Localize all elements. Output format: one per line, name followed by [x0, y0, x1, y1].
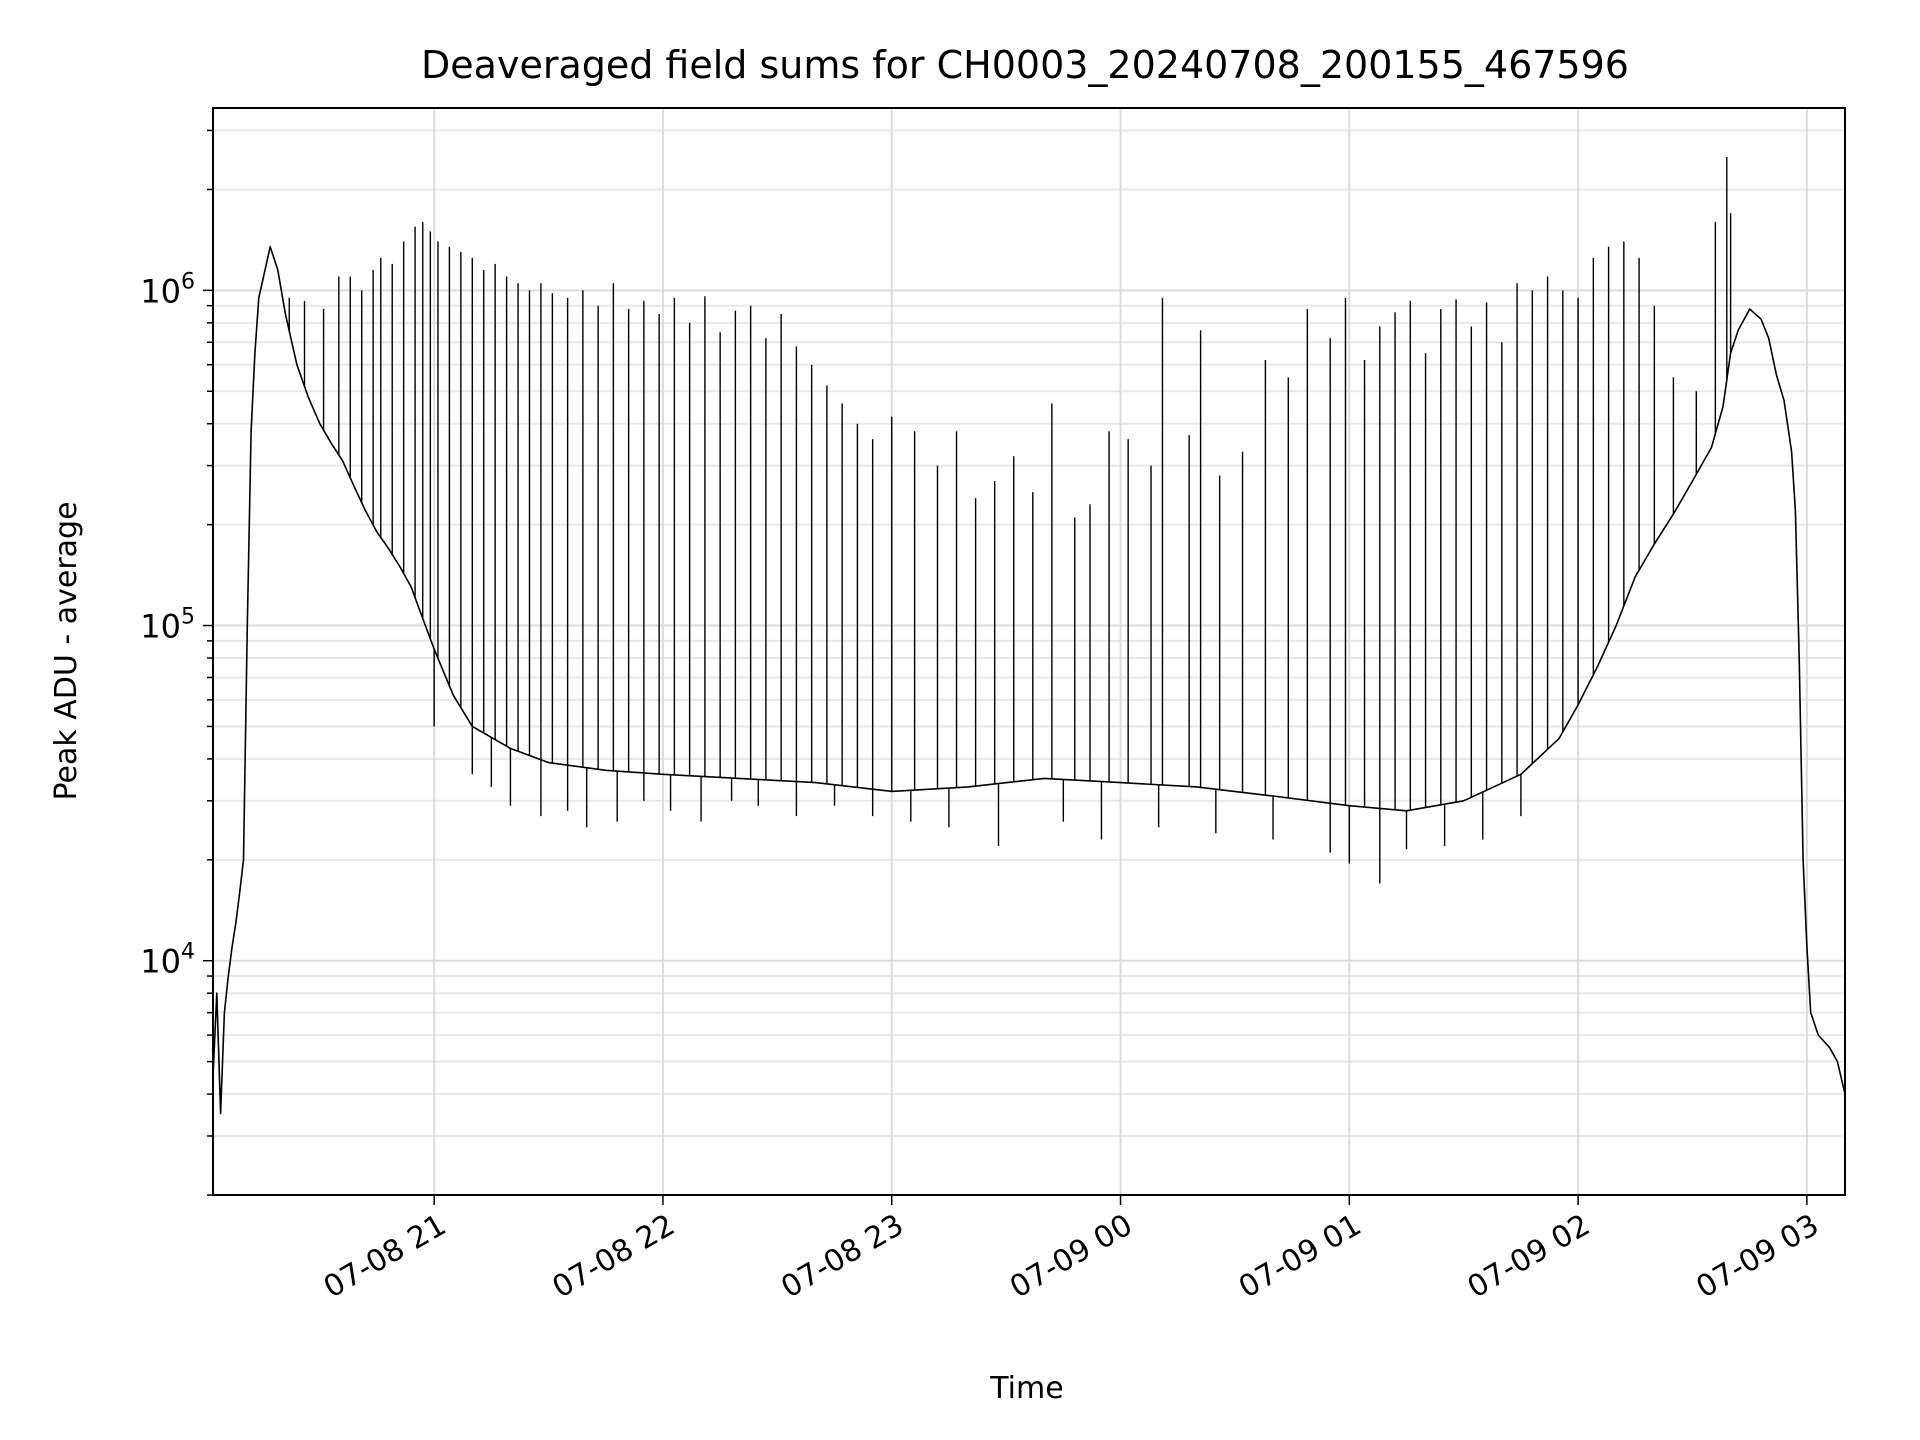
x-axis-label: Time: [989, 1371, 1063, 1406]
plot-frame: [212, 107, 1846, 1196]
y-axis: 104 105 106: [140, 129, 213, 1196]
grid-layer: [213, 108, 1845, 1196]
y-axis-label: Peak ADU - average: [49, 501, 84, 800]
data-layer: [212, 156, 1846, 1115]
series-line: [212, 245, 1846, 1115]
y-tick-label: 105: [140, 605, 195, 646]
chart-title: Deaveraged field sums for CH0003_2024070…: [421, 43, 1629, 87]
y-tick-label: 106: [140, 269, 195, 310]
y-tick-label: 104: [140, 940, 195, 981]
